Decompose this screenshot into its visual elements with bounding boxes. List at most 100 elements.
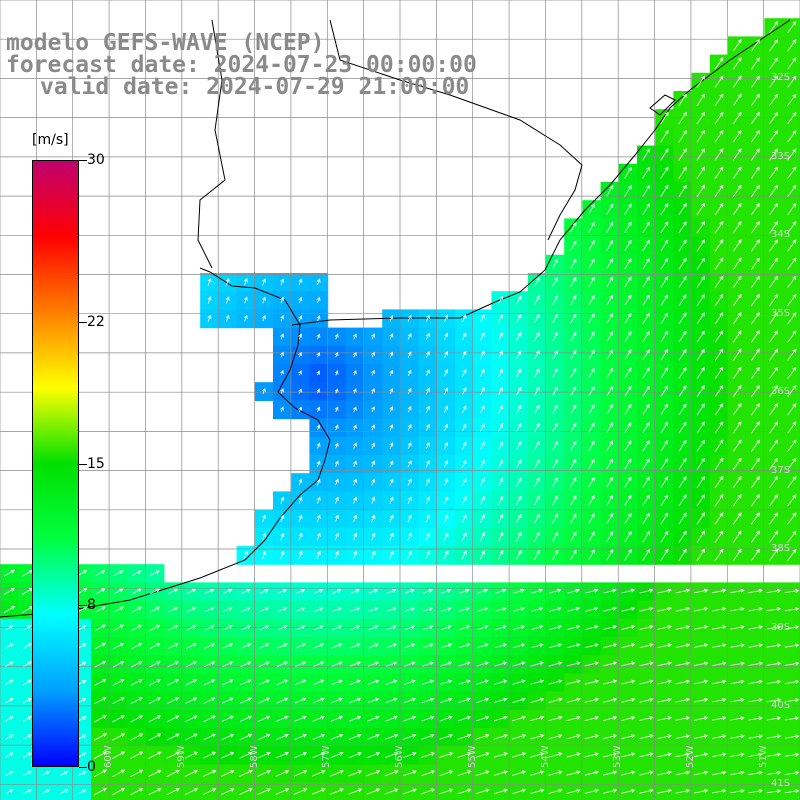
wind-arrow: [693, 661, 709, 667]
longitude-label: 53W: [612, 745, 624, 768]
wind-arrow: [552, 368, 558, 378]
wind-arrow: [353, 496, 357, 504]
wind-arrow: [714, 57, 724, 70]
wind-arrow: [769, 366, 778, 379]
wind-speed-cell: [418, 418, 438, 438]
wind-arrow: [566, 643, 581, 649]
wind-speed-cell: [491, 418, 511, 438]
wind-arrow: [784, 789, 800, 794]
longitude-label: 54W: [539, 745, 551, 768]
wind-arrow: [368, 589, 379, 594]
wind-arrow: [166, 751, 180, 759]
wind-arrow: [585, 606, 599, 612]
wind-speed-cell: [564, 418, 583, 438]
uruguay-coastline: [291, 19, 791, 326]
wind-arrow: [732, 439, 742, 452]
wind-arrow: [203, 697, 216, 704]
wind-arrow: [5, 698, 14, 704]
wind-speed-cell: [746, 364, 765, 383]
wind-arrow: [732, 384, 742, 398]
wind-speed-cell: [655, 309, 674, 329]
wind-arrow: [766, 661, 782, 666]
wind-speed-cell: [218, 618, 238, 638]
wind-speed-cell: [746, 418, 765, 438]
wind-arrow: [330, 733, 344, 740]
wind-arrow: [461, 532, 467, 541]
wind-speed-cell: [564, 455, 583, 474]
wind-arrow: [678, 129, 687, 143]
wind-arrow: [693, 752, 709, 758]
wind-arrow: [606, 422, 613, 433]
wind-arrow: [130, 769, 144, 778]
wind-speed-cell: [91, 600, 110, 620]
wind-arrow: [750, 148, 760, 161]
wind-speed-cell: [618, 218, 638, 238]
wind-arrow: [678, 476, 687, 488]
wind-speed-cell: [491, 345, 511, 365]
wind-arrow: [479, 550, 485, 560]
wind-arrow: [548, 661, 563, 667]
wind-arrow: [403, 715, 417, 722]
wind-arrow: [513, 606, 525, 612]
wind-arrow: [277, 589, 287, 594]
wind-speed-cell: [527, 546, 547, 565]
wind-arrow: [621, 770, 636, 776]
wind-speed-cell: [182, 728, 201, 747]
wind-arrow: [457, 697, 471, 704]
wind-speed-cell: [709, 273, 729, 292]
wind-arrow: [750, 330, 760, 343]
wind-speed-cell: [182, 691, 201, 711]
wind-arrow: [642, 512, 650, 525]
wind-arrow: [459, 588, 470, 594]
wind-arrow: [148, 715, 162, 723]
wind-arrow: [675, 697, 691, 703]
wind-arrow: [277, 643, 288, 649]
wind-arrow: [298, 315, 303, 322]
wind-arrow: [59, 771, 69, 776]
wind-arrow: [660, 476, 669, 488]
wind-arrow: [476, 643, 489, 649]
wind-arrow: [516, 531, 522, 542]
wind-arrow: [512, 679, 526, 685]
wind-arrow: [425, 351, 430, 359]
wind-arrow: [186, 606, 197, 613]
wind-arrow: [371, 333, 375, 340]
wind-arrow: [566, 661, 581, 667]
wind-speed-cell: [618, 200, 638, 219]
wind-speed-cell: [709, 418, 729, 438]
wind-arrow: [769, 203, 778, 216]
wind-arrow: [371, 496, 376, 504]
wind-arrow: [602, 734, 618, 740]
wind-arrow: [639, 625, 654, 630]
wind-arrow: [440, 643, 452, 649]
wind-arrow: [240, 643, 252, 649]
wind-speed-cell: [91, 764, 110, 784]
wind-arrow: [221, 788, 235, 795]
wind-arrow: [149, 643, 161, 650]
wind-arrow: [602, 697, 618, 703]
wind-arrow: [769, 221, 778, 234]
wind-arrow: [93, 733, 107, 741]
wind-arrow: [479, 495, 485, 505]
wind-arrow: [566, 734, 581, 740]
wind-speed-cell: [637, 345, 656, 365]
wind-speed-cell: [728, 473, 747, 492]
wind-arrow: [112, 697, 125, 705]
wind-speed-cell: [582, 200, 602, 219]
colorbar-tick-mark: [79, 605, 87, 607]
wind-speed-cell: [564, 218, 583, 238]
wind-speed-cell: [527, 327, 547, 347]
wind-arrow: [443, 550, 449, 560]
wind-speed-cell: [709, 473, 729, 492]
wind-arrow: [696, 312, 705, 325]
wind-arrow: [784, 679, 800, 684]
wind-speed-cell: [582, 273, 602, 292]
wind-speed-cell: [728, 345, 747, 365]
wind-arrow: [422, 643, 434, 649]
wind-arrow: [714, 166, 724, 179]
wind-arrow: [766, 789, 782, 794]
wind-arrow: [750, 166, 760, 179]
wind-arrow: [784, 716, 800, 721]
wind-speed-cell: [764, 36, 784, 56]
wind-arrow: [371, 369, 375, 376]
